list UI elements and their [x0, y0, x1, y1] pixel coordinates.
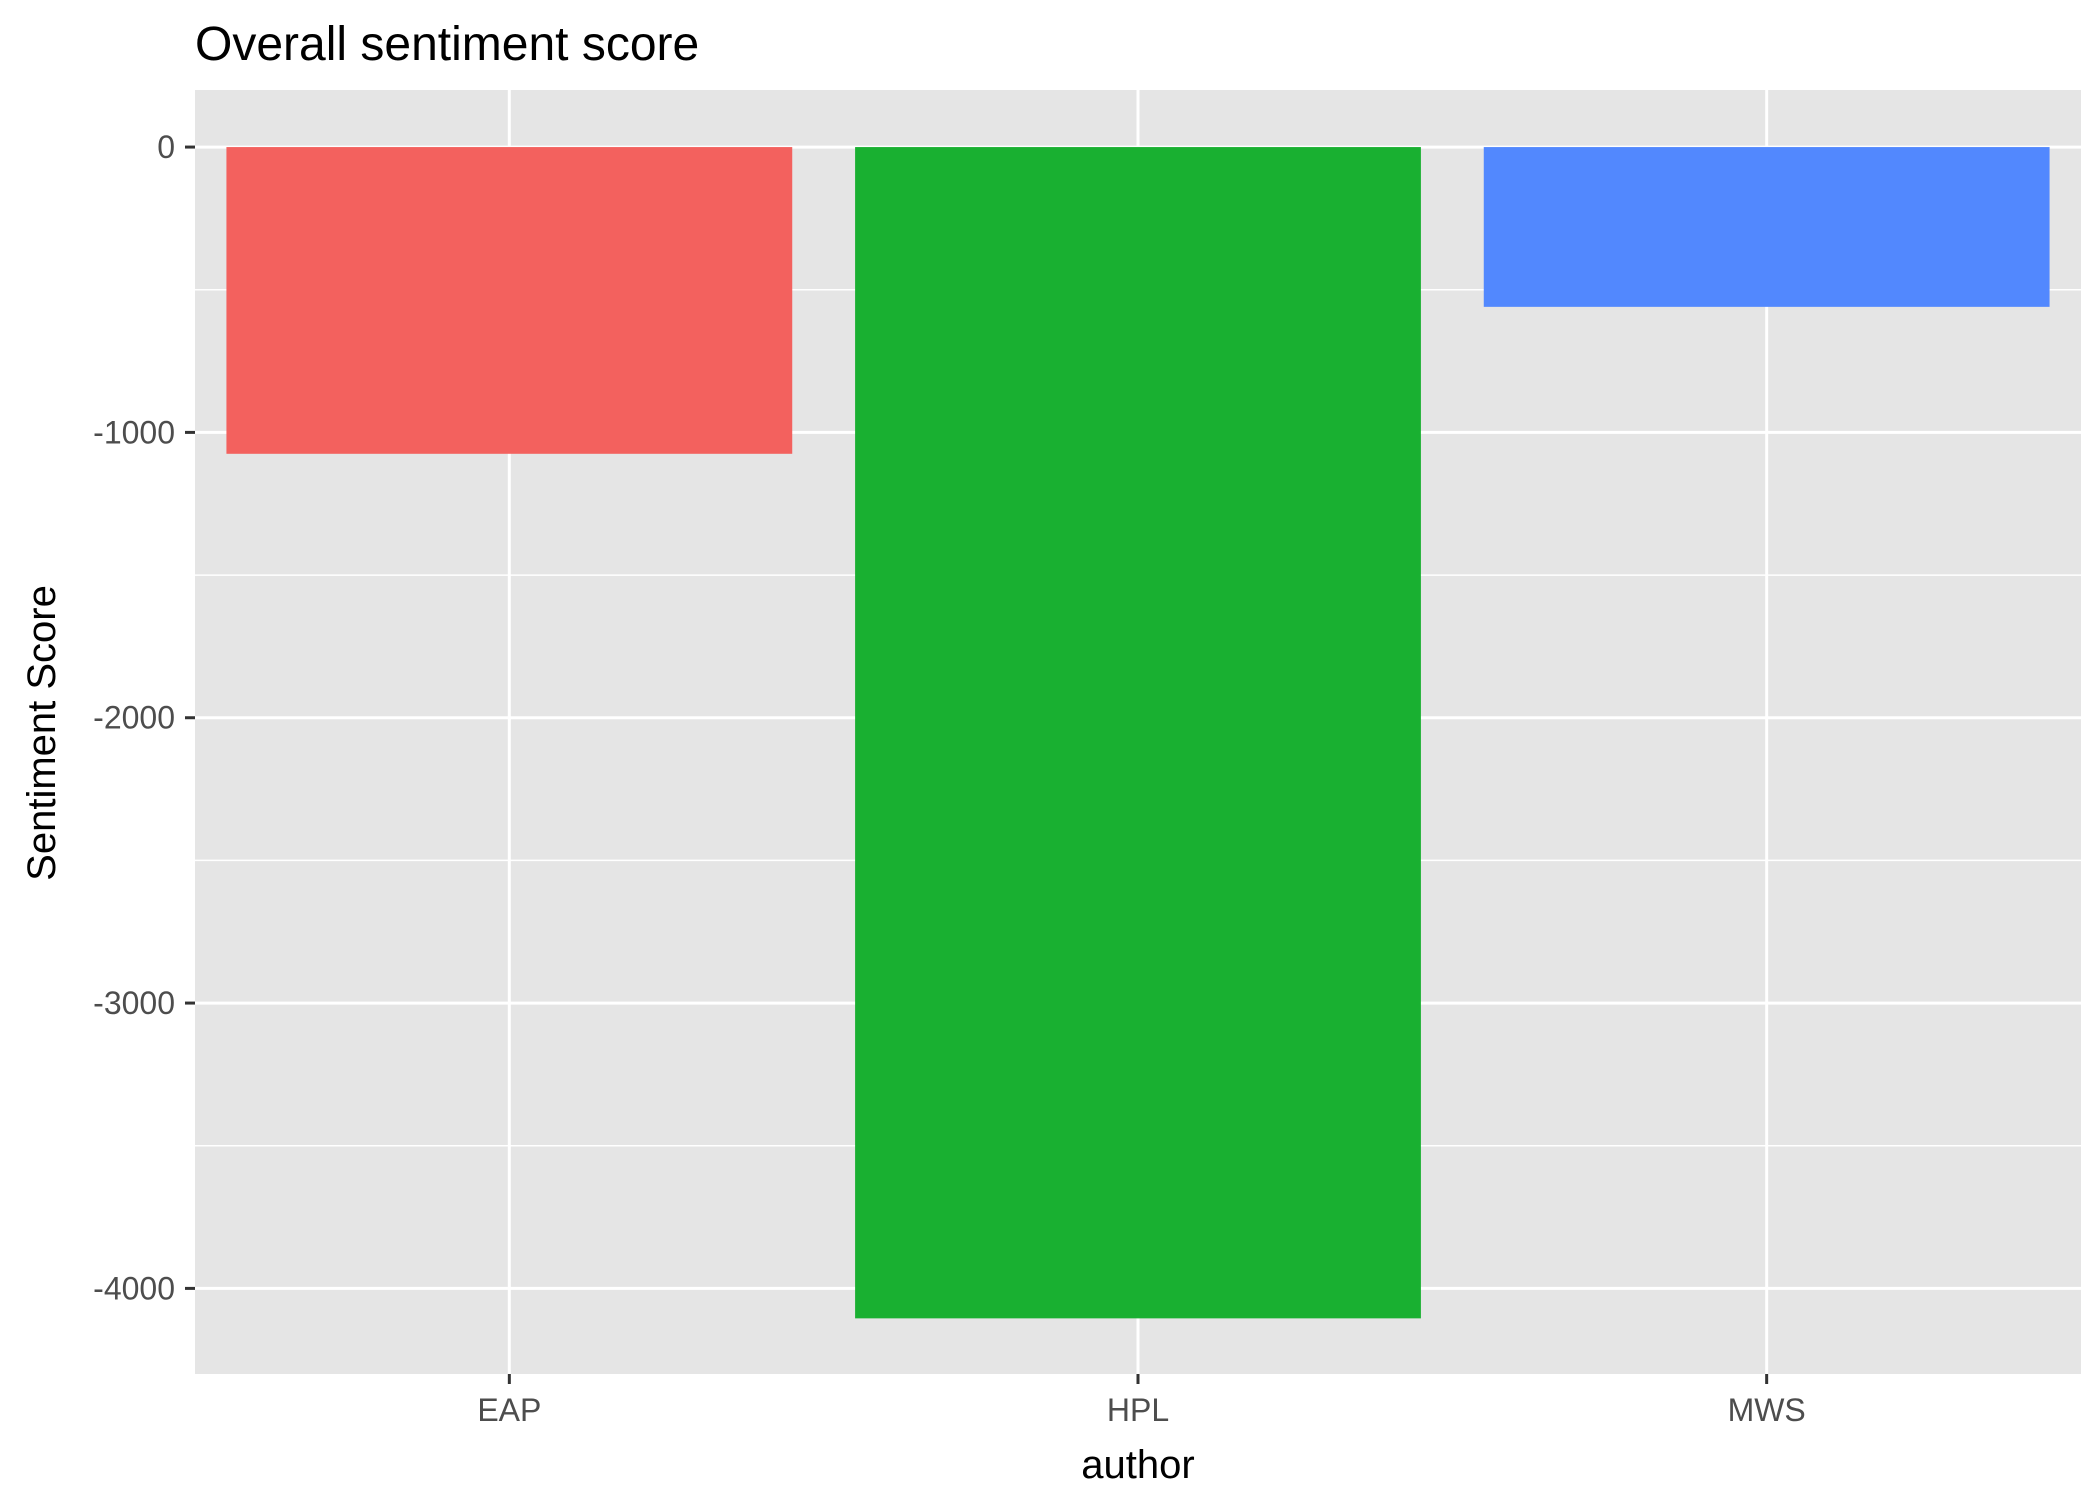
x-tick-label: EAP	[477, 1392, 541, 1428]
bar-eap	[226, 147, 793, 454]
bar-hpl	[855, 147, 1421, 1319]
y-tick-label: -1000	[93, 414, 175, 450]
x-axis-label: author	[1081, 1443, 1194, 1487]
x-tick-label: MWS	[1728, 1392, 1806, 1428]
y-axis-label: Sentiment Score	[20, 585, 64, 881]
y-tick-label: 0	[157, 129, 175, 165]
x-tick-label: HPL	[1107, 1392, 1169, 1428]
y-tick-label: -4000	[93, 1270, 175, 1306]
bar-mws	[1483, 147, 2050, 307]
y-tick-label: -3000	[93, 985, 175, 1021]
bars	[226, 147, 2050, 1319]
y-axis: 0 -1000 -2000 -3000 -4000	[93, 129, 195, 1306]
chart-title: Overall sentiment score	[195, 18, 699, 71]
x-axis: EAP HPL MWS	[477, 1374, 1806, 1428]
y-tick-label: -2000	[93, 700, 175, 736]
